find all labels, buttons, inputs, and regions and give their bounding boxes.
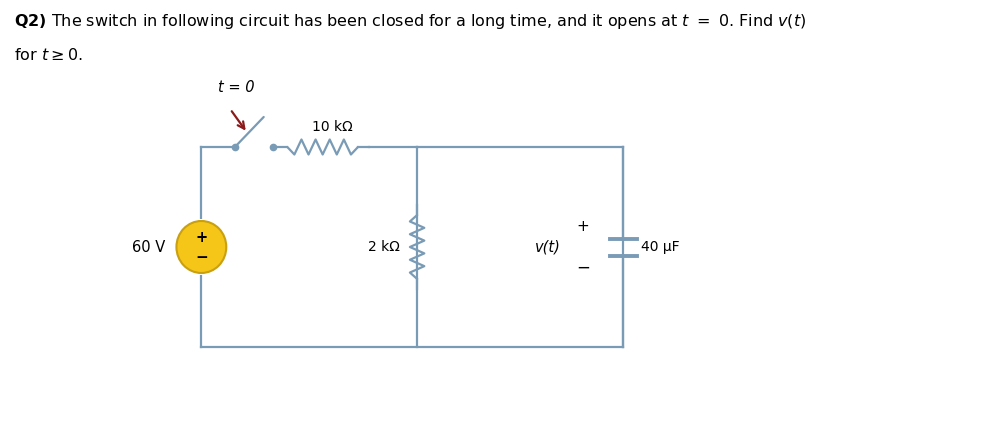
Text: 2 kΩ: 2 kΩ (368, 240, 400, 254)
Text: −: − (576, 259, 590, 277)
Text: 10 kΩ: 10 kΩ (312, 120, 353, 134)
Circle shape (176, 221, 227, 273)
Text: 40 μF: 40 μF (640, 240, 679, 254)
Text: $\mathbf{Q2)}$ The switch in following circuit has been closed for a long time, : $\mathbf{Q2)}$ The switch in following c… (15, 12, 807, 31)
Text: −: − (195, 250, 208, 264)
Text: 60 V: 60 V (132, 239, 164, 254)
Text: +: + (576, 219, 589, 234)
Text: +: + (195, 229, 208, 245)
FancyBboxPatch shape (174, 219, 229, 275)
Text: t = 0: t = 0 (218, 80, 254, 95)
Text: for $t \geq 0$.: for $t \geq 0$. (15, 47, 83, 63)
Text: v(t): v(t) (535, 239, 560, 254)
